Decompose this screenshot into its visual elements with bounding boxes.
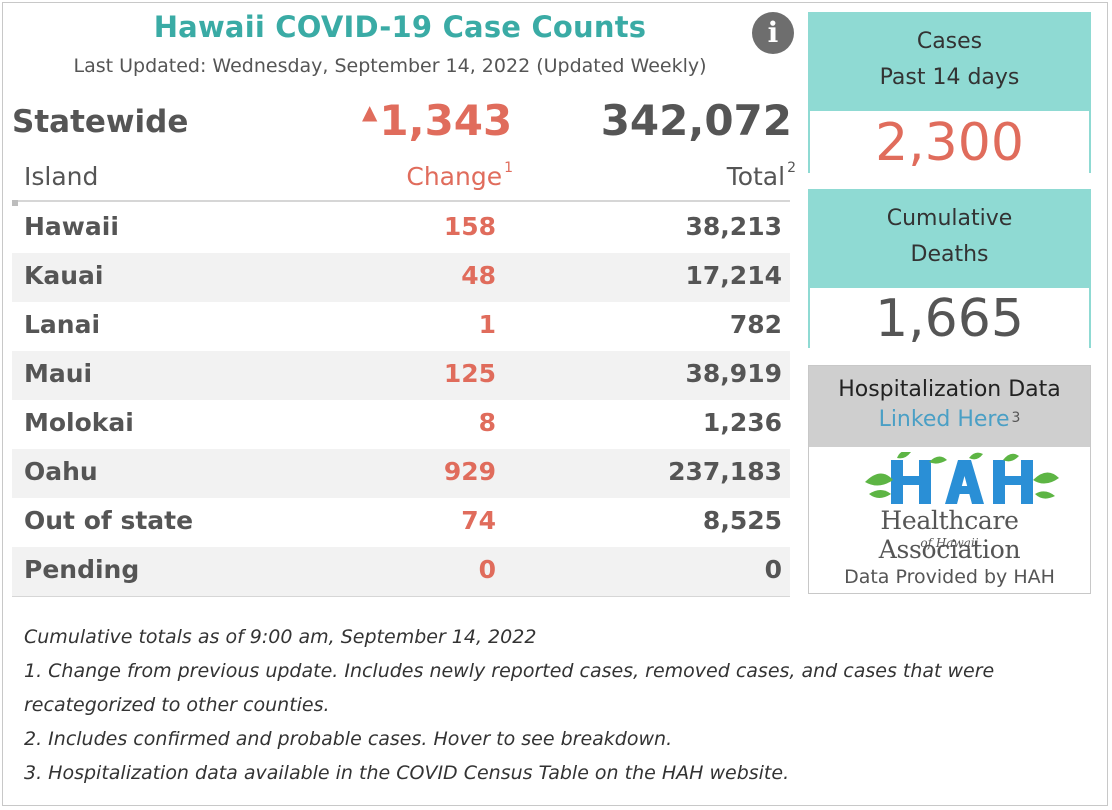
footnotes: Cumulative totals as of 9:00 am, Septemb… — [24, 620, 994, 790]
row-island: Pending — [24, 555, 140, 584]
table-row[interactable]: Lanai 1 782 — [12, 302, 790, 351]
row-change: 0 — [478, 555, 496, 584]
footnote-ref-1: 1 — [504, 160, 513, 176]
hah-logo-sub: of Hawaii — [920, 536, 979, 550]
column-header-island[interactable]: Island — [24, 162, 99, 191]
statewide-change: ▲1,343 — [362, 96, 512, 145]
row-change: 158 — [443, 212, 496, 241]
row-island: Molokai — [24, 408, 134, 437]
row-change: 125 — [443, 359, 496, 388]
hospitalization-title: Hospitalization Data — [838, 377, 1061, 402]
footnote-ref-2: 2 — [787, 160, 796, 176]
row-total: 0 — [764, 555, 782, 584]
island-table: Hawaii 158 38,213 Kauai 48 17,214 Lanai … — [12, 204, 790, 596]
table-row[interactable]: Oahu 929 237,183 — [12, 449, 790, 498]
table-row[interactable]: Kauai 48 17,214 — [12, 253, 790, 302]
hospitalization-header: Hospitalization Data Linked Here 3 — [809, 366, 1090, 447]
footnote-line: 1. Change from previous update. Includes… — [24, 660, 995, 682]
row-island: Out of state — [24, 506, 194, 535]
footnote-line: 3. Hospitalization data available in the… — [24, 762, 790, 784]
data-provided-text: Data Provided by HAH — [844, 566, 1055, 588]
up-triangle-icon: ▲ — [362, 100, 378, 124]
statewide-total: 342,072 — [600, 96, 792, 145]
footnote-ref-3: 3 — [1011, 410, 1021, 426]
cases-panel-line2: Past 14 days — [879, 65, 1020, 90]
row-total: 38,213 — [685, 212, 782, 241]
table-row[interactable]: Hawaii 158 38,213 — [12, 204, 790, 253]
sort-handle[interactable] — [12, 200, 18, 206]
hospitalization-link-text: Linked Here — [878, 407, 1010, 432]
column-header-total-label: Total — [726, 162, 786, 191]
statewide-change-value: 1,343 — [379, 96, 513, 145]
row-island: Kauai — [24, 261, 104, 290]
table-row[interactable]: Molokai 8 1,236 — [12, 400, 790, 449]
cases-panel-header: Cases Past 14 days — [810, 14, 1089, 111]
row-total: 782 — [729, 310, 782, 339]
table-bottom-divider — [12, 596, 790, 597]
page-title: Hawaii COVID-19 Case Counts — [153, 10, 647, 44]
deaths-panel-line2: Deaths — [910, 242, 989, 267]
cases-panel-line1: Cases — [916, 29, 983, 54]
deaths-panel-line1: Cumulative — [886, 206, 1013, 231]
cases-14-days-panel[interactable]: Cases Past 14 days 2,300 — [808, 12, 1091, 173]
row-total: 17,214 — [685, 261, 782, 290]
column-header-total[interactable]: Total 2 — [600, 160, 796, 191]
header-divider — [12, 200, 790, 202]
hah-logo-name: Healthcare Association — [878, 506, 1021, 564]
table-row[interactable]: Maui 125 38,919 — [12, 351, 790, 400]
cumulative-deaths-panel[interactable]: Cumulative Deaths 1,665 — [808, 189, 1091, 348]
row-island: Maui — [24, 359, 93, 388]
footnote-line: Cumulative totals as of 9:00 am, Septemb… — [24, 626, 537, 648]
table-row[interactable]: Out of state 74 8,525 — [12, 498, 790, 547]
hah-logo-icon[interactable] — [809, 452, 1090, 552]
column-header-change-label: Change — [406, 162, 503, 191]
row-total: 237,183 — [668, 457, 782, 486]
row-total: 1,236 — [702, 408, 782, 437]
info-icon[interactable]: i — [752, 12, 794, 54]
hospitalization-link[interactable]: Linked Here 3 — [809, 405, 1090, 435]
row-total: 8,525 — [702, 506, 782, 535]
deaths-panel-header: Cumulative Deaths — [810, 191, 1089, 288]
statewide-label: Statewide — [12, 104, 189, 140]
hospitalization-panel: Hospitalization Data Linked Here 3 Health… — [808, 365, 1091, 594]
last-updated-text: Last Updated: Wednesday, September 14, 2… — [73, 55, 707, 77]
row-change: 8 — [478, 408, 496, 437]
row-island: Lanai — [24, 310, 101, 339]
row-change: 48 — [461, 261, 496, 290]
cases-14-days-value: 2,300 — [810, 111, 1089, 173]
footnote-line: recategorized to other counties. — [24, 694, 330, 716]
row-island: Oahu — [24, 457, 98, 486]
row-total: 38,919 — [685, 359, 782, 388]
row-change: 929 — [443, 457, 496, 486]
cumulative-deaths-value: 1,665 — [810, 288, 1089, 348]
column-header-change[interactable]: Change 1 — [395, 160, 513, 191]
table-row[interactable]: Pending 0 0 — [12, 547, 790, 596]
row-change: 74 — [461, 506, 496, 535]
row-change: 1 — [478, 310, 496, 339]
footnote-line: 2. Includes confirmed and probable cases… — [24, 728, 673, 750]
row-island: Hawaii — [24, 212, 119, 241]
